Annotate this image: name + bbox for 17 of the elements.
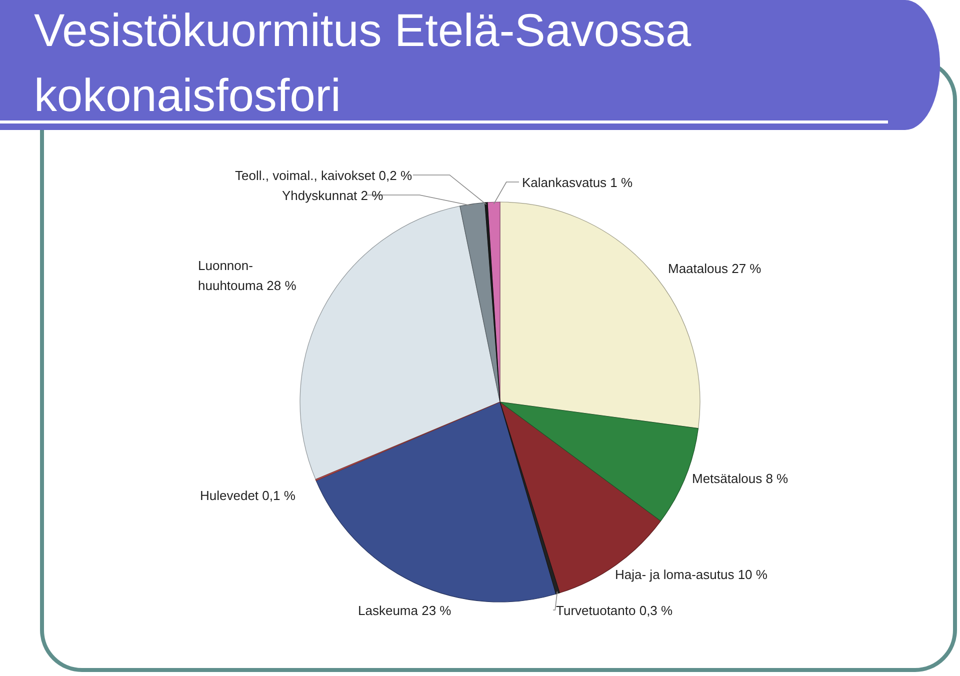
slice-label: Metsätalous 8 % bbox=[692, 471, 789, 486]
slice-label: Turvetuotanto 0,3 % bbox=[556, 603, 674, 618]
chart-subtitle: kokonaisfosfori bbox=[34, 69, 341, 121]
pie-slice bbox=[500, 402, 662, 594]
slice-label: Haja- ja loma-asutus 10 % bbox=[615, 567, 768, 582]
pie-slice bbox=[460, 202, 500, 402]
chart-title: Vesistökuormitus Etelä-Savossa bbox=[34, 4, 692, 56]
slice-label: Kalankasvatus 1 % bbox=[522, 175, 634, 190]
pie-slice bbox=[315, 402, 500, 481]
pie-slice bbox=[316, 402, 556, 602]
slice-label: Hulevedet 0,1 % bbox=[200, 488, 296, 503]
slice-label: Yhdyskunnat 2 % bbox=[282, 188, 384, 203]
pie-slice bbox=[300, 206, 500, 480]
slice-label: Laskeuma 23 % bbox=[358, 603, 452, 618]
slice-label: Luonnon- huuhtouma 28 % bbox=[198, 258, 297, 293]
slice-label: Teoll., voimal., kaivokset 0,2 % bbox=[235, 168, 412, 183]
slice-label: Maatalous 27 % bbox=[668, 261, 762, 276]
